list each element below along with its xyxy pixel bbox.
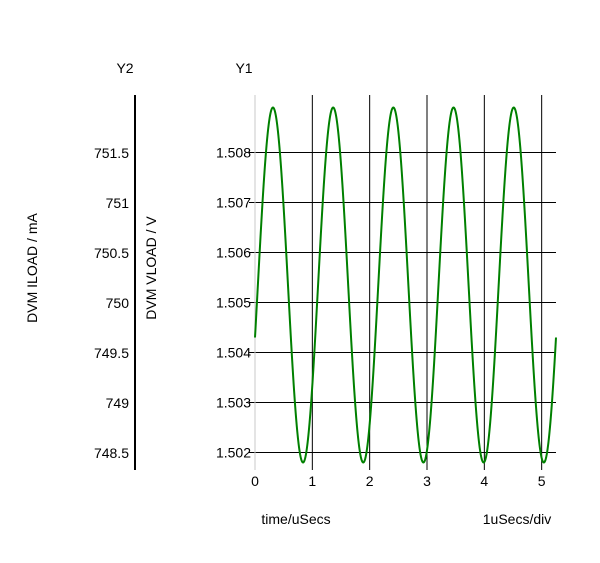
y2-header: Y2 [116,60,133,76]
y2-tick-label: 749.5 [94,345,129,361]
series-line-vload [254,106,557,464]
x-axis-label: time/uSecs [261,511,330,527]
x-tick-label: 0 [251,473,259,489]
y1-tick-label: 1.504 [216,345,251,361]
y2-tick-labels: 751.5 751 750.5 750 749.5 749 748.5 [94,145,129,461]
y1-axis-label: DVM VLOAD / V [143,216,159,320]
y1-tick-label: 1.506 [216,245,251,261]
grid-lines [249,95,556,470]
y2-tick-label: 751 [106,195,130,211]
x-tick-label: 1 [308,473,316,489]
y1-tick-label: 1.507 [216,195,251,211]
y2-axis-label: DVM ILOAD / mA [24,212,40,322]
y2-tick-label: 749 [106,395,130,411]
y1-tick-label: 1.505 [216,295,251,311]
y2-tick-label: 750.5 [94,245,129,261]
x-tick-label: 5 [538,473,546,489]
y1-tick-label: 1.503 [216,395,251,411]
y1-tick-label: 1.508 [216,145,251,161]
y2-tick-label: 748.5 [94,445,129,461]
x-tick-labels: 0 1 2 3 4 5 [251,473,546,489]
y1-tick-label: 1.502 [216,445,251,461]
y2-tick-label: 751.5 [94,145,129,161]
y1-header: Y1 [235,60,252,76]
x-tick-label: 4 [480,473,488,489]
x-tick-label: 3 [423,473,431,489]
y2-tick-label: 750 [106,295,130,311]
x-scale-label: 1uSecs/div [483,511,551,527]
x-tick-label: 2 [366,473,374,489]
y1-tick-labels: 1.508 1.507 1.506 1.505 1.504 1.503 1.502 [216,145,251,461]
